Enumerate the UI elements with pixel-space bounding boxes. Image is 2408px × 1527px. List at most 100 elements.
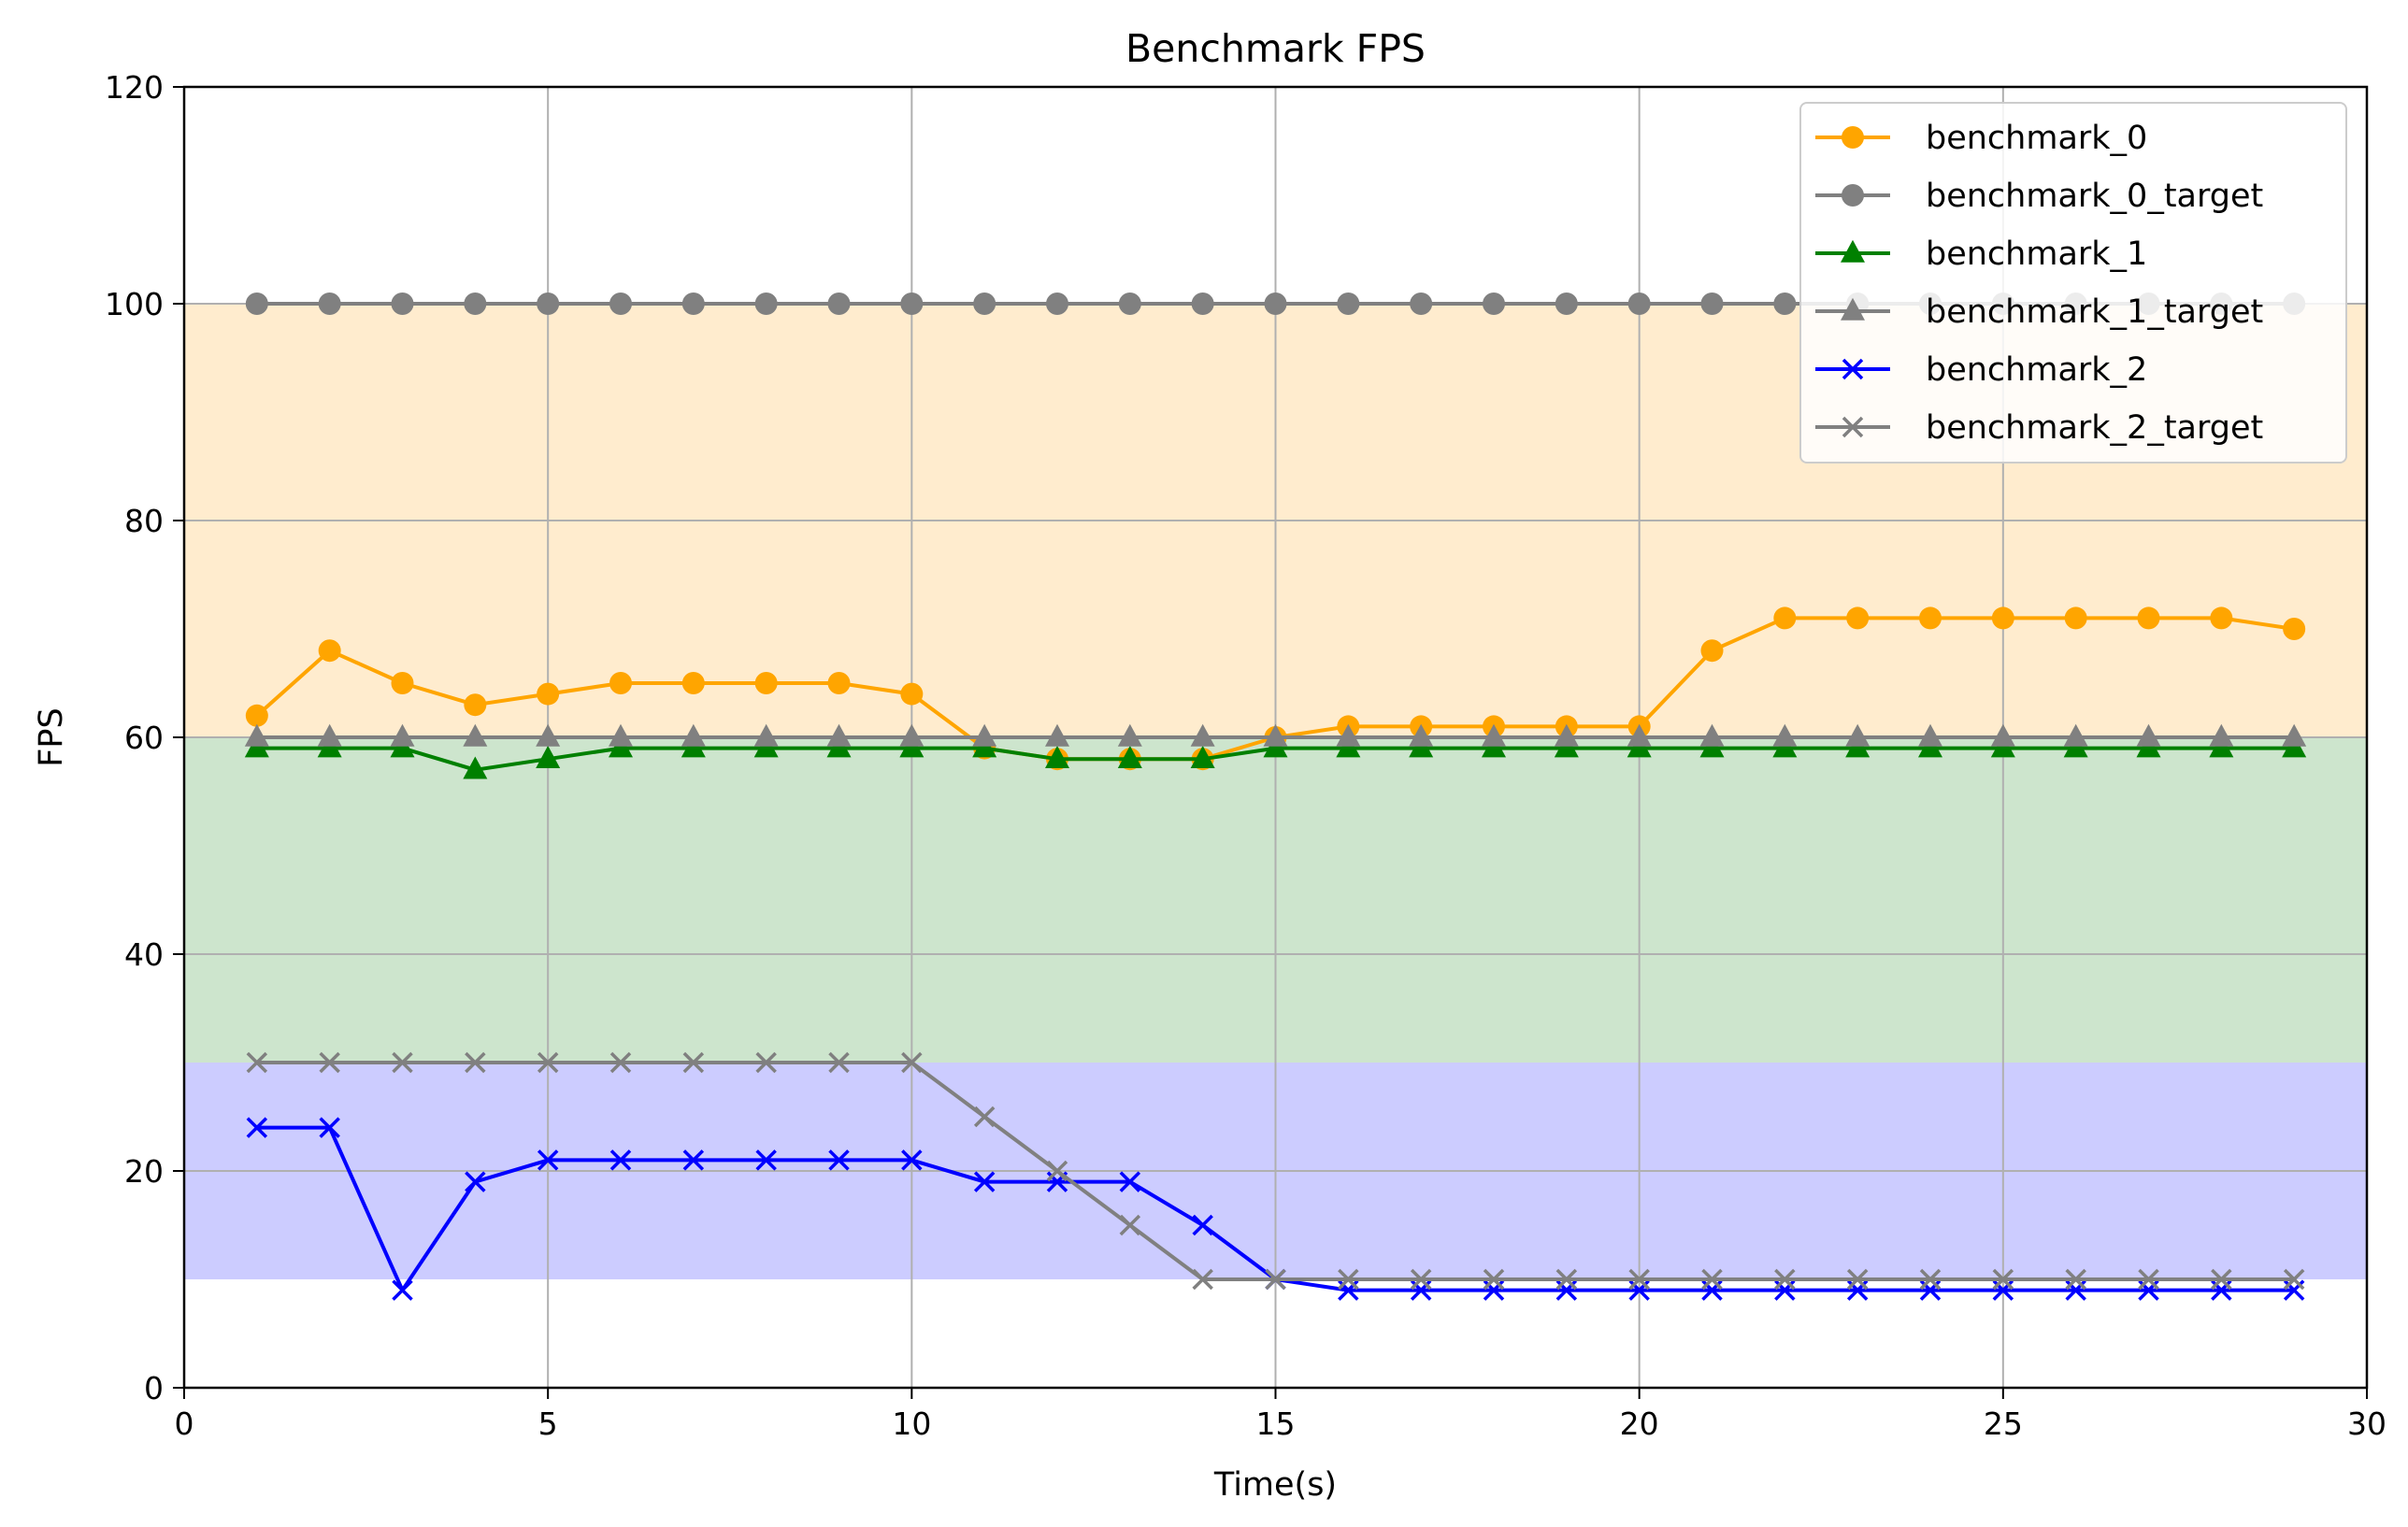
data-point-benchmark_1_target-4: [463, 723, 488, 747]
data-point-benchmark_2-11: [973, 1171, 996, 1192]
legend-item-benchmark_2_target: benchmark_2_target: [1815, 409, 2263, 447]
data-point-benchmark_1_target-3: [390, 723, 415, 747]
data-point-benchmark_2_target-7: [682, 1051, 705, 1074]
legend-marker-benchmark_2_target: [1842, 416, 1864, 438]
data-point-benchmark_0_target-6: [609, 293, 632, 315]
data-point-benchmark_1_target-25: [1990, 723, 2015, 747]
axis-ticks: 0 5 10 15 20 25 30 0 20 40 60 80 100 120: [105, 69, 2386, 1442]
data-point-benchmark_1_target-1: [244, 723, 269, 747]
data-point-benchmark_1_target-28: [2209, 723, 2234, 747]
data-point-benchmark_2-8: [755, 1149, 777, 1171]
data-point-benchmark_1_target-6: [609, 723, 633, 747]
data-point-benchmark_1_target-7: [681, 723, 706, 747]
data-point-benchmark_1_target-21: [1699, 723, 1725, 747]
data-point-benchmark_0_target-5: [537, 293, 560, 315]
y-tick-label-3: 60: [124, 720, 164, 756]
data-point-benchmark_0-4: [464, 693, 487, 717]
data-point-benchmark_2_target-11: [973, 1106, 996, 1128]
data-point-benchmark_2_target-5: [537, 1051, 559, 1074]
data-point-benchmark_0_target-11: [973, 293, 996, 315]
data-point-benchmark_0_target-1: [245, 293, 268, 315]
data-point-benchmark_1_target-5: [536, 723, 561, 747]
data-point-benchmark_1_target-14: [1190, 723, 1215, 747]
legend-item-benchmark_0_target: benchmark_0_target: [1815, 178, 2263, 215]
data-point-benchmark_1_target-19: [1554, 723, 1579, 747]
data-point-benchmark_2-9: [828, 1149, 850, 1171]
y-tick-label-5: 100: [105, 286, 164, 322]
data-point-benchmark_2-13: [1119, 1171, 1141, 1192]
data-point-benchmark_2-6: [609, 1149, 632, 1171]
data-point-benchmark_2-14: [1192, 1214, 1213, 1236]
data-point-benchmark_2_target-6: [609, 1051, 632, 1074]
data-point-benchmark_0_target-22: [1773, 293, 1797, 315]
x-tick-label-3: 15: [1256, 1406, 1296, 1442]
data-point-benchmark_2-1: [246, 1117, 268, 1138]
legend-marker-benchmark_2: [1842, 358, 1864, 380]
data-point-benchmark_0-3: [391, 672, 414, 694]
data-point-benchmark_2_target-24: [1919, 1268, 1942, 1291]
data-point-benchmark_1-13: [1117, 745, 1142, 768]
data-point-benchmark_1_target-23: [1845, 723, 1870, 747]
data-point-benchmark_1_target-26: [2063, 723, 2088, 747]
legend-box: [1799, 102, 2347, 464]
data-point-benchmark_1-12: [1045, 745, 1069, 768]
data-point-benchmark_2_target-19: [1555, 1268, 1578, 1291]
legend-item-benchmark_1_target: benchmark_1_target: [1815, 293, 2263, 331]
data-point-benchmark_0-7: [681, 672, 705, 694]
data-point-benchmark_0_target-4: [464, 293, 487, 315]
data-point-benchmark_2_target-12: [1046, 1160, 1068, 1182]
data-point-benchmark_1_target-17: [1409, 723, 1434, 747]
data-point-benchmark_0-5: [537, 682, 560, 706]
data-point-benchmark_0-22: [1773, 607, 1797, 630]
data-point-benchmark_2_target-8: [755, 1051, 777, 1074]
data-point-benchmark_0-9: [827, 672, 851, 694]
data-point-benchmark_0-25: [1991, 607, 2014, 630]
data-point-benchmark_2-2: [319, 1117, 340, 1138]
data-point-benchmark_1_target-29: [2282, 723, 2307, 747]
data-point-benchmark_0_target-20: [1627, 293, 1651, 315]
data-point-benchmark_0_target-21: [1700, 293, 1724, 315]
data-point-benchmark_0_target-7: [681, 293, 705, 315]
data-point-benchmark_0-29: [2283, 618, 2306, 640]
data-point-benchmark_2_target-17: [1410, 1268, 1432, 1291]
data-point-benchmark_2_target-16: [1338, 1268, 1359, 1291]
data-point-benchmark_0-6: [609, 672, 632, 694]
data-point-benchmark_0-24: [1919, 607, 1942, 630]
y-tick-label-0: 0: [144, 1370, 164, 1406]
data-point-benchmark_0-28: [2210, 607, 2233, 630]
data-point-benchmark_2-7: [682, 1149, 705, 1171]
legend-marker-benchmark_0_target: [1842, 184, 1864, 207]
data-point-benchmark_0-23: [1846, 607, 1870, 630]
legend-marker-benchmark_1_target: [1841, 297, 1865, 321]
legend-item-benchmark_0: benchmark_0: [1815, 120, 2147, 157]
data-point-benchmark_1_target-15: [1263, 723, 1288, 747]
data-point-benchmark_2-5: [537, 1149, 559, 1171]
data-point-benchmark_1_target-11: [972, 723, 997, 747]
data-point-benchmark_1_target-16: [1336, 723, 1361, 747]
y-axis-title: FPS: [33, 707, 70, 766]
data-point-benchmark_0-8: [754, 672, 778, 694]
data-point-benchmark_2_target-25: [1992, 1268, 2014, 1291]
data-point-benchmark_1_target-2: [317, 723, 342, 747]
legend-label-benchmark_0_target: benchmark_0_target: [1926, 178, 2263, 215]
y-tick-label-2: 40: [124, 936, 164, 973]
data-point-benchmark_0_target-8: [754, 293, 778, 315]
legend-label-benchmark_1: benchmark_1: [1926, 235, 2147, 273]
data-point-benchmark_0_target-9: [827, 293, 851, 315]
legend-marker-benchmark_0: [1842, 126, 1864, 149]
data-point-benchmark_2_target-18: [1483, 1268, 1505, 1291]
legend-label-benchmark_2: benchmark_2: [1926, 351, 2147, 389]
data-point-benchmark_2_target-13: [1119, 1214, 1141, 1236]
data-point-benchmark_2_target-21: [1701, 1268, 1723, 1291]
data-point-benchmark_2_target-1: [246, 1051, 268, 1074]
data-point-benchmark_1_target-12: [1045, 723, 1069, 747]
data-point-benchmark_0_target-18: [1483, 293, 1505, 315]
data-point-benchmark_2_target-10: [901, 1051, 923, 1074]
legend-marker-benchmark_1: [1841, 239, 1865, 263]
x-axis-title: Time(s): [1213, 1466, 1337, 1504]
data-point-benchmark_2_target-3: [392, 1051, 413, 1074]
data-point-benchmark_0_target-17: [1410, 293, 1433, 315]
y-tick-label-1: 20: [124, 1153, 164, 1190]
